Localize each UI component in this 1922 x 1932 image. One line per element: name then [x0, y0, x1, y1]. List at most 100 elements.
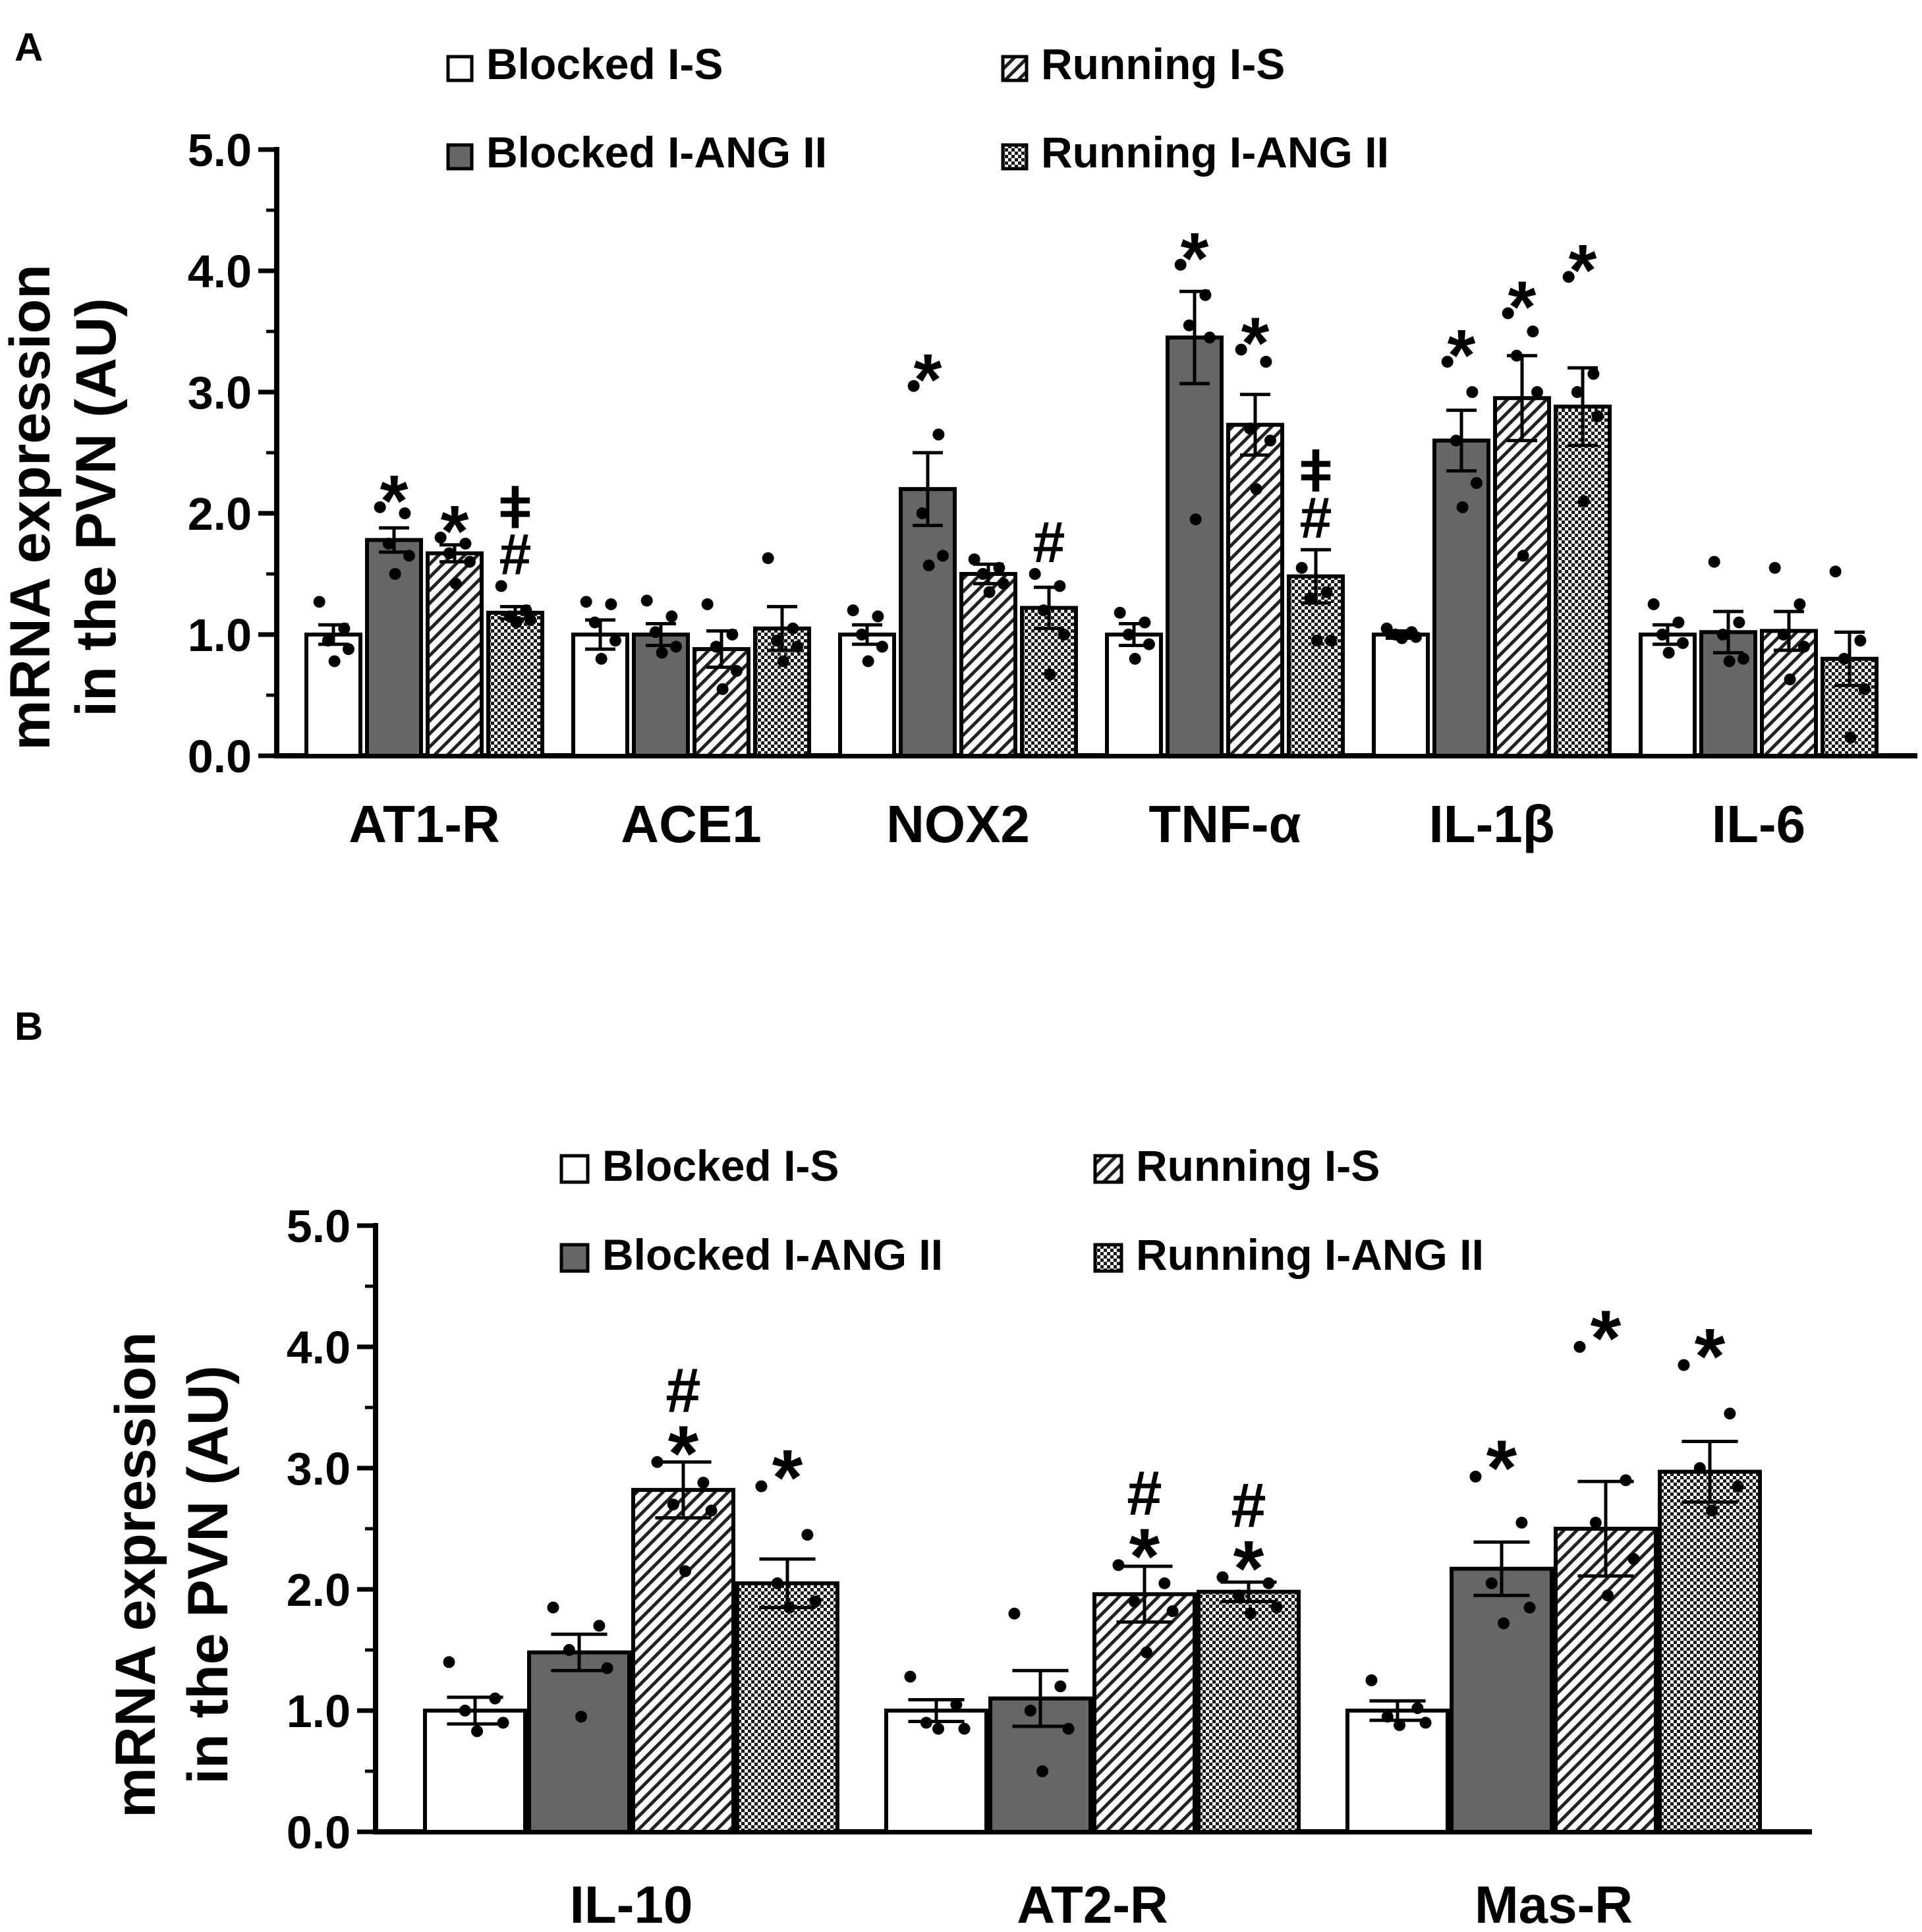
panel-b-mas-r-running-i-s-point-2 — [1620, 1474, 1632, 1487]
panel-b-il-10-blocked-i-ang-ii-bar — [527, 1650, 631, 1834]
panel-a-ace1-blocked-i-ang-ii-point-5 — [656, 646, 668, 659]
panel-a-il-6-blocked-i-ang-ii-point-3 — [1716, 629, 1729, 640]
panel-a-legend-swatch-blocked-i-ang-ii — [446, 143, 474, 171]
panel-letter-a: A — [14, 25, 43, 69]
panel-a-nox2-running-i-ang-ii-point-2 — [1054, 580, 1066, 592]
panel-b-at2-r-running-i-ang-ii-point-1 — [1216, 1571, 1229, 1583]
panel-b-mas-r-blocked-i-s-point-5 — [1394, 1719, 1406, 1732]
panel-a-at1-r-running-i-s-point-1 — [434, 531, 447, 544]
panel-b-mas-r-running-i-ang-ii-point-2 — [1724, 1407, 1736, 1420]
panel-a-at1-r-running-i-s-mark-1: * — [441, 491, 469, 572]
panel-a-il-1-blocked-i-ang-ii-point-1 — [1441, 356, 1454, 368]
panel-a-il-6-running-i-s-point-2 — [1794, 598, 1806, 610]
panel-a-nox2-blocked-i-ang-ii-bar — [899, 487, 957, 758]
panel-b-mas-r-running-i-ang-ii-point-1 — [1678, 1359, 1690, 1371]
panel-b-mas-r-running-i-s-point-4 — [1627, 1553, 1640, 1565]
panel-a-tnf-running-i-ang-ii-point-4 — [1324, 635, 1337, 647]
panel-a-at1-r-running-i-ang-ii-point-2 — [520, 604, 532, 617]
panel-a-at1-r-running-i-s-point-3 — [443, 547, 455, 559]
panel-b-mas-r-blocked-i-s-bar — [1345, 1709, 1450, 1834]
panel-b-at2-r-blocked-i-ang-ii-point-1 — [1008, 1607, 1021, 1620]
panel-a-ace1-blocked-i-s-point-5 — [595, 652, 608, 665]
panel-a-il-1-running-i-s-point-2 — [1527, 326, 1539, 337]
panel-a-ace1-running-i-s-point-4 — [730, 665, 743, 677]
panel-a-ace1-running-i-ang-ii-point-2 — [787, 622, 799, 635]
panel-b-y-tick-label-3: 3.0 — [287, 1443, 351, 1494]
panel-a-nox2-running-i-s-point-4 — [997, 577, 1009, 590]
panel-a-nox2-running-i-s-bar — [959, 572, 1017, 758]
panel-a-il-6-running-i-ang-ii-point-5 — [1844, 731, 1857, 744]
panel-a-il-6-blocked-i-ang-ii-point-4 — [1737, 652, 1749, 665]
panel-a-il-1-blocked-i-s-point-5 — [1396, 632, 1408, 644]
panel-a-at1-r-running-i-s-point-2 — [459, 538, 472, 550]
panel-b-il-10-blocked-i-ang-ii-point-1 — [547, 1601, 559, 1614]
panel-b-y-tick-label-4: 4.0 — [287, 1322, 351, 1373]
panel-b-mas-r-blocked-i-s-point-4 — [1419, 1717, 1432, 1729]
panel-a-tnf-running-i-ang-ii-point-1 — [1295, 561, 1308, 574]
panel-b-mas-r-running-i-ang-ii-bar — [1658, 1469, 1762, 1834]
panel-a-il-1-running-i-s-point-3 — [1510, 349, 1523, 362]
panel-a-il-6-blocked-i-s-point-4 — [1676, 637, 1689, 649]
panel-a-at1-r-running-i-ang-ii-point-1 — [495, 580, 507, 592]
panel-b-il-10-running-i-s-bar — [631, 1488, 735, 1834]
panel-a-il-6-blocked-i-s-point-3 — [1656, 629, 1668, 640]
panel-b-at2-r-blocked-i-ang-ii-point-3 — [1024, 1705, 1036, 1717]
panel-b-mas-r-running-i-s-point-5 — [1602, 1589, 1614, 1602]
panel-a-tnf-blocked-i-ang-ii-point-5 — [1189, 513, 1202, 526]
panel-a-tnf-blocked-i-ang-ii-point-4 — [1203, 331, 1216, 344]
panel-a-legend-label-blocked-i-s: Blocked I-S — [486, 40, 723, 88]
panel-b-il-10-running-i-s-point-2 — [697, 1477, 710, 1489]
panel-a-at1-r-blocked-i-s-point-2 — [338, 622, 351, 635]
panel-a-il-1-running-i-ang-ii-bar — [1554, 405, 1612, 758]
panel-a-tnf-running-i-ang-ii-point-2 — [1320, 586, 1333, 598]
panel-a-y-tick-label-4: 4.0 — [188, 246, 252, 297]
panel-a-nox2-blocked-i-s-point-4 — [876, 640, 888, 653]
panel-b-il-10-running-i-s-point-5 — [679, 1565, 692, 1577]
panel-a-y-tick-label-2: 2.0 — [188, 488, 252, 540]
panel-b-legend-swatch-blocked-i-ang-ii — [559, 1243, 590, 1273]
panel-b-il-10-running-i-s-mark-1: # — [665, 1355, 700, 1426]
panel-a-legend-swatch-blocked-i-s — [446, 55, 474, 82]
panel-b-y-axis-label-2: in the PVN (AU) — [177, 1365, 240, 1784]
panel-b-mas-r-running-i-s-point-3 — [1589, 1516, 1602, 1529]
panel-b-il-10-blocked-i-ang-ii-point-4 — [601, 1662, 613, 1674]
panel-a-ace1-running-i-s-point-5 — [716, 683, 729, 695]
panel-a-at1-r-blocked-i-ang-ii-mark-1: * — [380, 461, 409, 542]
panel-a-ace1-running-i-ang-ii-point-1 — [762, 552, 774, 565]
panel-b-il-10-blocked-i-ang-ii-point-2 — [593, 1620, 606, 1632]
panel-b-at2-r-blocked-i-s-point-1 — [904, 1670, 917, 1683]
panel-b-mas-r-blocked-i-ang-ii-point-2 — [1515, 1516, 1528, 1529]
panel-b-il-10-running-i-ang-ii-point-1 — [755, 1480, 768, 1492]
panel-a-ace1-blocked-i-s-point-1 — [580, 596, 592, 608]
panel-b-category-label-il-10: IL-10 — [570, 1875, 693, 1932]
panel-b-mas-r-running-i-s-mark-1: * — [1591, 1294, 1622, 1382]
panel-a-il-1-running-i-s-bar — [1493, 396, 1551, 758]
panel-a-tnf-blocked-i-s-point-4 — [1143, 638, 1155, 650]
panel-b-at2-r-blocked-i-s-point-4 — [958, 1722, 971, 1735]
panel-b-y-axis-label-1: mRNA expression — [104, 1332, 167, 1818]
panel-a-at1-r-running-i-ang-ii-point-4 — [524, 613, 536, 626]
panel-a-ace1-blocked-i-s-point-3 — [588, 616, 601, 629]
panel-b-at2-r-blocked-i-s-point-5 — [932, 1722, 945, 1735]
panel-a-y-tick-label-0: 0.0 — [188, 731, 252, 782]
panel-a-nox2-running-i-s-point-1 — [968, 553, 980, 565]
panel-a-y-tick-label-5: 5.0 — [188, 125, 252, 176]
panel-a-il-1-blocked-i-ang-ii-bar — [1432, 438, 1490, 758]
panel-a-at1-r-blocked-i-ang-ii-point-3 — [382, 538, 395, 550]
panel-a-nox2-running-i-ang-ii-mark-1: # — [1033, 509, 1065, 575]
panel-a-nox2-blocked-i-ang-ii-point-1 — [907, 380, 920, 392]
panel-a-nox2-blocked-i-ang-ii-mark-1: * — [914, 339, 942, 420]
panel-a-legend-swatch-running-i-ang-ii — [1001, 143, 1029, 171]
panel-b-at2-r-running-i-s-bar — [1092, 1592, 1197, 1834]
panel-a-il-6-running-i-s-point-4 — [1797, 640, 1810, 653]
panel-a-at1-r-running-i-ang-ii-point-5 — [510, 616, 523, 629]
panel-a-tnf-running-i-ang-ii-bar — [1287, 574, 1345, 758]
panel-a-il-1-running-i-ang-ii-point-3 — [1571, 386, 1583, 398]
panel-a-il-1-running-i-s-point-1 — [1502, 307, 1514, 320]
panel-a-nox2-blocked-i-ang-ii-point-3 — [916, 507, 928, 519]
panel-b-legend-swatch-running-i-ang-ii — [1093, 1243, 1123, 1273]
panel-a-tnf-running-i-ang-ii-point-5 — [1311, 635, 1323, 647]
panel-a-at1-r-running-i-ang-ii-mark-1: ǂ — [498, 475, 532, 540]
panel-a-tnf-running-i-s-point-4 — [1264, 434, 1276, 447]
panel-a-il-6-running-i-s-point-1 — [1768, 561, 1781, 574]
